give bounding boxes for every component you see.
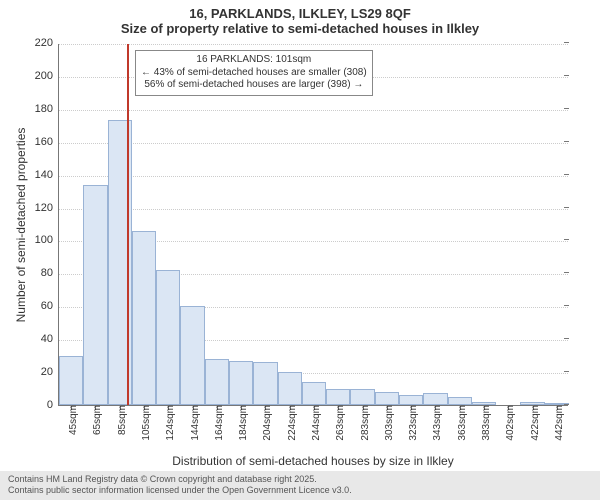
x-tick-label: 283sqm [355, 405, 371, 441]
y-tick-mark [564, 305, 569, 306]
x-tick-label: 204sqm [257, 405, 273, 441]
histogram-bar [83, 185, 107, 405]
x-tick-label: 124sqm [160, 405, 176, 441]
y-tick-mark [564, 272, 569, 273]
x-tick-label: 343sqm [427, 405, 443, 441]
x-tick-label: 164sqm [209, 405, 225, 441]
histogram-bar [229, 361, 253, 405]
x-tick-label: 224sqm [282, 405, 298, 441]
y-tick-label: 220 [35, 37, 59, 49]
histogram-bar [375, 392, 399, 405]
x-tick-label: 303sqm [379, 405, 395, 441]
footer-line1: Contains HM Land Registry data © Crown c… [8, 474, 592, 486]
y-tick-mark [564, 108, 569, 109]
y-tick-label: 40 [41, 333, 59, 345]
chart-plot-area: 16 PARKLANDS: 101sqm ← 43% of semi-detac… [58, 44, 568, 406]
current-property-marker [127, 44, 129, 405]
x-tick-label: 45sqm [63, 405, 79, 435]
y-tick-mark [564, 174, 569, 175]
x-tick-label: 85sqm [112, 405, 128, 435]
histogram-bar [205, 359, 229, 405]
x-tick-label: 263sqm [330, 405, 346, 441]
x-tick-label: 105sqm [136, 405, 152, 441]
grid-line [59, 176, 568, 177]
grid-line [59, 110, 568, 111]
y-tick-label: 200 [35, 70, 59, 82]
annotation-line2: ← 43% of semi-detached houses are smalle… [141, 67, 367, 80]
y-tick-label: 100 [35, 234, 59, 246]
y-tick-mark [564, 75, 569, 76]
y-tick-label: 0 [47, 399, 59, 411]
histogram-bar [253, 362, 277, 405]
y-tick-mark [564, 207, 569, 208]
histogram-bar [448, 397, 472, 405]
y-tick-mark [564, 371, 569, 372]
grid-line [59, 143, 568, 144]
x-tick-label: 323sqm [403, 405, 419, 441]
chart-title-line1: 16, PARKLANDS, ILKLEY, LS29 8QF [0, 6, 600, 21]
histogram-bar [423, 393, 447, 405]
histogram-bar [59, 356, 83, 405]
x-tick-label: 244sqm [306, 405, 322, 441]
annotation-line3: 56% of semi-detached houses are larger (… [141, 79, 367, 92]
histogram-bar [156, 270, 180, 405]
annotation-line1: 16 PARKLANDS: 101sqm [141, 54, 367, 67]
y-tick-label: 20 [41, 366, 59, 378]
y-tick-mark [564, 338, 569, 339]
y-tick-label: 80 [41, 267, 59, 279]
y-axis-label: Number of semi-detached properties [14, 128, 28, 323]
x-tick-label: 144sqm [185, 405, 201, 441]
histogram-bar [180, 306, 204, 405]
y-tick-mark [564, 141, 569, 142]
y-tick-label: 60 [41, 300, 59, 312]
x-tick-label: 442sqm [549, 405, 565, 441]
histogram-bar [350, 389, 374, 405]
y-tick-label: 120 [35, 202, 59, 214]
grid-line [59, 209, 568, 210]
chart-title-line2: Size of property relative to semi-detach… [0, 21, 600, 36]
x-tick-label: 184sqm [233, 405, 249, 441]
x-tick-label: 65sqm [87, 405, 103, 435]
histogram-bar [302, 382, 326, 405]
annotation-box: 16 PARKLANDS: 101sqm ← 43% of semi-detac… [135, 50, 373, 96]
x-tick-label: 383sqm [476, 405, 492, 441]
footer-line2: Contains public sector information licen… [8, 485, 592, 497]
y-tick-label: 160 [35, 136, 59, 148]
histogram-bar [278, 372, 302, 405]
y-tick-label: 140 [35, 169, 59, 181]
x-tick-label: 363sqm [452, 405, 468, 441]
y-tick-mark [564, 239, 569, 240]
grid-line [59, 44, 568, 45]
x-axis-label: Distribution of semi-detached houses by … [172, 454, 453, 468]
attribution-footer: Contains HM Land Registry data © Crown c… [0, 471, 600, 500]
histogram-bar [399, 395, 423, 405]
x-tick-label: 402sqm [500, 405, 516, 441]
x-tick-label: 422sqm [525, 405, 541, 441]
y-tick-label: 180 [35, 103, 59, 115]
histogram-bar [132, 231, 156, 405]
y-tick-mark [564, 42, 569, 43]
histogram-bar [326, 389, 350, 405]
